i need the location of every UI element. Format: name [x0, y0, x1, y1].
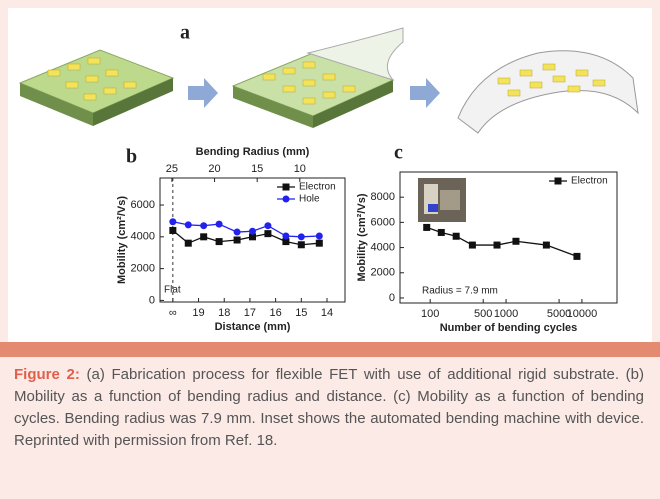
panel-label: a: [180, 22, 190, 44]
marker: [200, 222, 208, 230]
series: [423, 223, 581, 260]
y-tick-label: 2000: [371, 267, 395, 279]
figure-image: a b 0 2000 4000 6000 ∞ 19 18 17 16 15 14 25 20 15 10 Ben…: [18, 22, 639, 334]
marker: [215, 220, 223, 228]
legend-marker: [554, 177, 562, 185]
legend-label: Electron: [299, 182, 336, 193]
y-tick-label: 0: [149, 294, 155, 306]
y-tick-label: 6000: [131, 199, 155, 211]
marker: [264, 230, 272, 238]
x-tick-label: 19: [192, 307, 204, 319]
caption-label: Figure 2:: [14, 366, 80, 383]
x2-tick-label: 25: [166, 163, 178, 175]
series-line: [172, 221, 320, 238]
series: [169, 218, 323, 241]
marker: [493, 241, 501, 249]
marker: [169, 218, 177, 226]
y-tick-label: 2000: [131, 263, 155, 275]
marker: [200, 233, 208, 241]
series-line: [426, 226, 578, 258]
marker: [297, 241, 305, 249]
marker: [249, 233, 256, 241]
series: [169, 226, 323, 249]
marker: [573, 252, 581, 260]
marker: [233, 236, 241, 244]
marker: [282, 232, 290, 240]
marker: [512, 237, 520, 245]
marker: [297, 233, 305, 241]
legend-marker: [282, 183, 290, 191]
x-tick-label: 18: [218, 307, 230, 319]
plot-frame: [159, 177, 346, 303]
y-tick-label: 0: [389, 292, 395, 304]
y-axis-title: Mobility (cm²/Vs): [356, 193, 368, 281]
marker: [184, 221, 192, 229]
x2-tick-label: 20: [208, 163, 220, 175]
marker: [184, 239, 192, 247]
panel-label: c: [394, 142, 403, 164]
panel-label: b: [126, 146, 137, 168]
y-tick-label: 6000: [371, 216, 395, 228]
x-tick-label: 14: [321, 307, 333, 319]
x-tick-label: 17: [244, 307, 256, 319]
legend-label: Electron: [571, 176, 608, 187]
marker: [452, 232, 460, 240]
plot-frame: [399, 171, 618, 304]
marker: [315, 239, 323, 247]
marker: [423, 223, 431, 231]
figure: a b 0 2000 4000 6000 ∞ 19 18 17 16 15 14 25 20 15 10 Ben…: [8, 8, 652, 342]
x-tick-label: 15: [295, 307, 307, 319]
x-axis-title: Distance (mm): [215, 321, 291, 333]
marker: [542, 241, 550, 249]
x-axis-title: Number of bending cycles: [440, 322, 578, 334]
y-axis-title: Mobility (cm²/Vs): [116, 196, 128, 284]
x-tick-label: 16: [270, 307, 282, 319]
annotation: Radius = 7.9 mm: [422, 286, 498, 297]
marker: [169, 226, 177, 234]
y-tick-label: 4000: [131, 231, 155, 243]
annotation: Flat: [164, 285, 181, 296]
x-tick-label: 1000: [494, 308, 518, 320]
marker: [468, 241, 476, 249]
series-line: [172, 229, 320, 246]
y-tick-label: 8000: [371, 191, 395, 203]
marker: [437, 228, 445, 236]
legend-label: Hole: [299, 194, 320, 205]
marker: [264, 222, 272, 230]
illustration: [18, 27, 639, 134]
x-tick-label: 10000: [567, 308, 598, 320]
inset-photo: [418, 178, 466, 222]
x-tick-label: 500: [474, 308, 492, 320]
legend-marker: [282, 195, 290, 203]
x2-tick-label: 10: [294, 163, 306, 175]
x2-tick-label: 15: [251, 163, 263, 175]
divider-bar: [0, 342, 660, 357]
marker: [282, 238, 290, 246]
caption-text: (a) Fabrication process for flexible FET…: [14, 366, 644, 449]
x-tick-label: 100: [421, 308, 439, 320]
caption: Figure 2: (a) Fabrication process for fl…: [14, 364, 644, 452]
marker: [233, 228, 241, 236]
marker: [249, 227, 256, 235]
marker: [315, 232, 323, 240]
y-tick-label: 4000: [371, 241, 395, 253]
marker: [215, 238, 223, 246]
x-tick-label: ∞: [169, 307, 177, 319]
x2-axis-title: Bending Radius (mm): [196, 146, 310, 158]
x-tick-label: 5000: [547, 308, 571, 320]
